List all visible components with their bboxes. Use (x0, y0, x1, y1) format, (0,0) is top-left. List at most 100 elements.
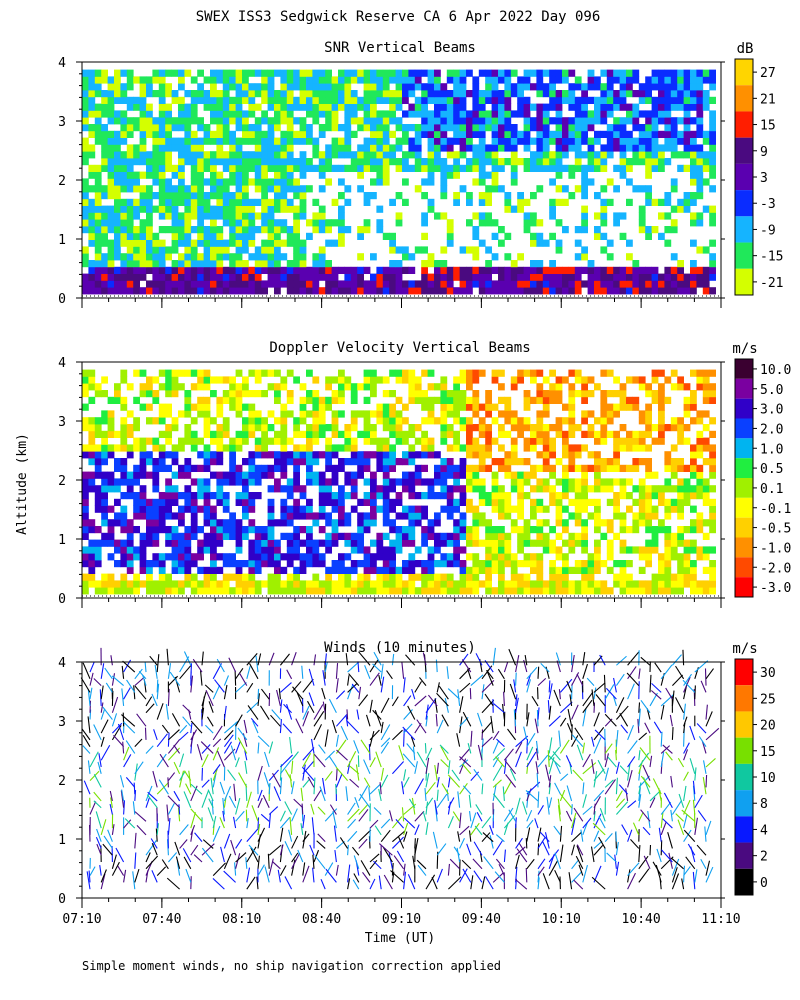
heatmap-cell (466, 587, 473, 595)
heatmap-cell (82, 76, 89, 84)
heatmap-cell (517, 424, 524, 432)
heatmap-cell (555, 587, 563, 595)
heatmap-cell (702, 164, 710, 172)
heatmap-cell (165, 580, 172, 588)
heatmap-cell (613, 512, 620, 520)
heatmap-cell (267, 532, 275, 540)
heatmap-cell (606, 151, 614, 159)
heatmap-cell (312, 253, 320, 261)
heatmap-cell (152, 69, 160, 77)
heatmap-cell (184, 471, 192, 479)
heatmap-cell (709, 219, 716, 227)
heatmap-cell (248, 137, 256, 145)
heatmap-cell (318, 485, 326, 493)
heatmap-cell (280, 144, 288, 152)
heatmap-cell (690, 83, 697, 91)
heatmap-cell (677, 498, 684, 506)
heatmap-cell (101, 151, 108, 159)
heatmap-cell (363, 458, 371, 466)
heatmap-cell (229, 205, 236, 213)
heatmap-cell (690, 560, 697, 568)
heatmap-cell (446, 390, 454, 398)
heatmap-cell (376, 90, 384, 98)
heatmap-cell (472, 266, 480, 274)
heatmap-cell (280, 410, 288, 418)
heatmap-cell (94, 212, 102, 220)
heatmap-cell (242, 124, 249, 132)
heatmap-cell (619, 390, 627, 398)
heatmap-cell (338, 103, 345, 111)
heatmap-cell (293, 103, 300, 111)
heatmap-cell (466, 526, 473, 534)
heatmap-cell (472, 280, 480, 288)
heatmap-cell (651, 512, 659, 520)
heatmap-cell (549, 69, 556, 77)
heatmap-cell (677, 430, 684, 438)
heatmap-cell (421, 266, 428, 274)
heatmap-cell (101, 458, 108, 466)
heatmap-cell (594, 430, 601, 438)
heatmap-cell (299, 103, 307, 111)
heatmap-cell (197, 492, 204, 500)
heatmap-cell (88, 539, 96, 547)
heatmap-cell (562, 137, 569, 145)
heatmap-cell (338, 560, 345, 568)
heatmap-cell (82, 587, 89, 595)
heatmap-cell (203, 430, 211, 438)
heatmap-cell (325, 485, 332, 493)
wind-barb (100, 708, 106, 720)
heatmap-cell (286, 519, 294, 527)
heatmap-cell (466, 471, 473, 479)
heatmap-cell (645, 546, 652, 554)
heatmap-cell (190, 498, 198, 506)
heatmap-cell (670, 280, 678, 288)
heatmap-cell (517, 287, 524, 295)
heatmap-cell (133, 198, 140, 206)
heatmap-cell (235, 437, 243, 445)
heatmap-cell (645, 492, 652, 500)
heatmap-cell (530, 151, 537, 159)
heatmap-cell (453, 444, 460, 452)
heatmap-cell (421, 110, 428, 118)
heatmap-cell (478, 171, 486, 179)
heatmap-cell (133, 205, 140, 213)
heatmap-cell (338, 580, 345, 588)
heatmap-cell (427, 137, 435, 145)
heatmap-cell (568, 458, 576, 466)
heatmap-cell (440, 383, 448, 391)
heatmap-cell (600, 390, 608, 398)
heatmap-cell (626, 376, 633, 384)
heatmap-cell (434, 417, 441, 425)
heatmap-cell (382, 158, 390, 166)
colorbar-swatch (735, 398, 753, 419)
heatmap-cell (229, 390, 236, 398)
wind-barb (230, 745, 237, 761)
heatmap-cell (126, 485, 134, 493)
heatmap-cell (171, 512, 179, 520)
heatmap-cell (510, 205, 518, 213)
heatmap-cell (94, 580, 102, 588)
heatmap-cell (453, 396, 460, 404)
heatmap-cell (254, 130, 262, 138)
heatmap-cell (82, 273, 89, 281)
heatmap-cell (248, 253, 256, 261)
heatmap-cell (139, 471, 147, 479)
heatmap-cell (299, 198, 307, 206)
wind-barb (146, 794, 158, 809)
heatmap-cell (216, 205, 224, 213)
heatmap-cell (203, 124, 211, 132)
heatmap-cell (376, 566, 384, 574)
heatmap-cell (107, 396, 115, 404)
heatmap-cell (498, 266, 505, 274)
wind-barb (93, 724, 102, 741)
heatmap-cell (229, 198, 236, 206)
heatmap-cell (299, 485, 307, 493)
heatmap-cell (107, 519, 115, 527)
heatmap-cell (94, 185, 102, 193)
heatmap-cell (210, 151, 217, 159)
heatmap-cell (184, 532, 192, 540)
wind-barb (121, 714, 136, 727)
heatmap-cell (402, 485, 409, 493)
heatmap-cell (190, 205, 198, 213)
heatmap-cell (510, 260, 518, 268)
